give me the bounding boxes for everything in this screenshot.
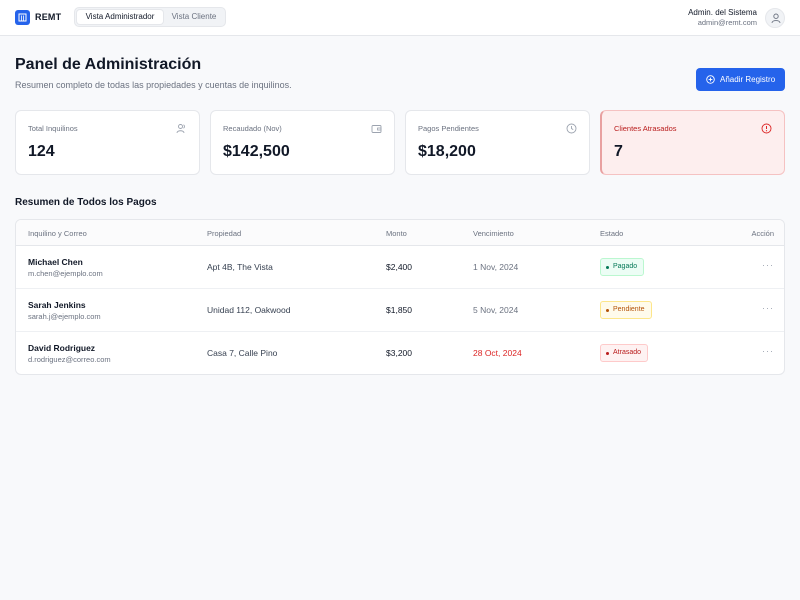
wallet-icon: [371, 125, 382, 133]
amount: $2,400: [386, 262, 412, 272]
status-badge: Atrasado: [600, 344, 649, 362]
stat-value: 7: [614, 143, 623, 160]
tab-admin-view[interactable]: Vista Administrador: [77, 10, 163, 24]
amount: $3,200: [386, 348, 412, 358]
table-row[interactable]: Michael Chen m.chen@ejemplo.com Apt 4B, …: [16, 246, 784, 289]
stat-value: $18,200: [418, 143, 476, 160]
stat-label: Recaudado (Nov): [223, 124, 282, 133]
property: Apt 4B, The Vista: [207, 262, 273, 272]
due-date: 5 Nov, 2024: [473, 305, 519, 315]
building-icon: [15, 10, 30, 25]
table-header: Inquilino y Correo Propiedad Monto Venci…: [16, 220, 784, 246]
app-name: REMT: [35, 12, 62, 22]
stat-card-overdue-clients: Clientes Atrasados 7: [600, 110, 785, 175]
stat-card-collected: Recaudado (Nov) $142,500: [210, 110, 395, 175]
stat-card-total-tenants: Total Inquilinos 124: [15, 110, 200, 175]
more-actions-icon[interactable]: ···: [762, 346, 774, 356]
user-name: Admin. del Sistema: [688, 8, 757, 17]
page-title: Panel de Administración: [15, 56, 202, 73]
status-badge: Pendiente: [600, 301, 652, 319]
more-actions-icon[interactable]: ···: [762, 303, 774, 313]
section-title: Resumen de Todos los Pagos: [15, 197, 157, 208]
top-bar: REMT Vista Administrador Vista Cliente A…: [0, 0, 800, 36]
table-row[interactable]: Sarah Jenkins sarah.j@ejemplo.com Unidad…: [16, 289, 784, 332]
tab-client-view[interactable]: Vista Cliente: [171, 12, 217, 21]
tenant-email: sarah.j@ejemplo.com: [28, 312, 101, 321]
column-header-tenant: Inquilino y Correo: [28, 229, 87, 238]
stat-label: Total Inquilinos: [28, 124, 78, 133]
avatar[interactable]: [765, 8, 785, 28]
table-row[interactable]: David Rodriguez d.rodriguez@correo.com C…: [16, 332, 784, 374]
amount: $1,850: [386, 305, 412, 315]
add-record-label: Añadir Registro: [720, 75, 776, 84]
clock-icon: [566, 123, 577, 134]
due-date: 28 Oct, 2024: [473, 348, 522, 358]
column-header-status: Estado: [600, 229, 624, 238]
column-header-due: Vencimiento: [473, 229, 514, 238]
column-header-action: Acción: [751, 229, 774, 238]
more-actions-icon[interactable]: ···: [762, 260, 774, 270]
tenant-name: David Rodriguez: [28, 343, 96, 353]
stat-label: Pagos Pendientes: [418, 124, 479, 133]
user-email: admin@remt.com: [697, 18, 757, 27]
plus-circle-icon: [706, 75, 715, 84]
stat-value: $142,500: [223, 143, 290, 160]
tenant-name: Sarah Jenkins: [28, 300, 86, 310]
page-subtitle: Resumen completo de todas las propiedade…: [15, 80, 292, 90]
due-date: 1 Nov, 2024: [473, 262, 519, 272]
users-icon: [176, 124, 185, 134]
view-toggle: Vista Administrador Vista Cliente: [74, 7, 226, 27]
status-badge: Pagado: [600, 258, 645, 276]
alert-circle-icon: [761, 123, 772, 134]
stat-label: Clientes Atrasados: [614, 124, 677, 133]
stat-card-pending: Pagos Pendientes $18,200: [405, 110, 590, 175]
tenant-email: d.rodriguez@correo.com: [28, 355, 111, 364]
tenant-email: m.chen@ejemplo.com: [28, 269, 103, 278]
add-record-button[interactable]: Añadir Registro: [696, 68, 785, 91]
tenant-name: Michael Chen: [28, 257, 83, 267]
stat-value: 124: [28, 143, 55, 160]
column-header-property: Propiedad: [207, 229, 242, 238]
property: Unidad 112, Oakwood: [207, 305, 291, 315]
payments-table: Inquilino y Correo Propiedad Monto Venci…: [15, 219, 785, 375]
column-header-amount: Monto: [386, 229, 407, 238]
property: Casa 7, Calle Pino: [207, 348, 278, 358]
